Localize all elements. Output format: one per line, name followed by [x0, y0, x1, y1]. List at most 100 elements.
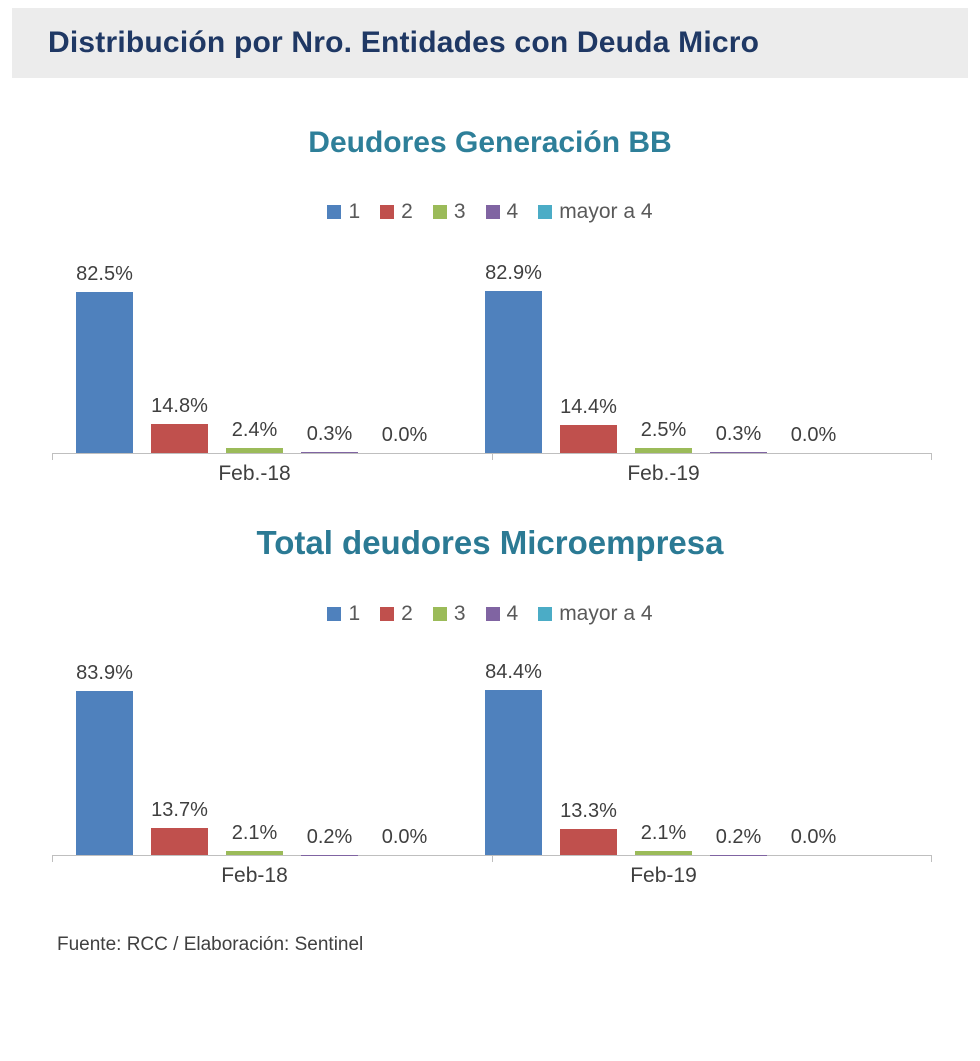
bar-slot: 0.0%: [785, 254, 842, 453]
bar: [301, 452, 358, 453]
axis-tick: [52, 453, 53, 460]
legend-label: 2: [401, 602, 413, 626]
bar-slot: 0.2%: [710, 656, 767, 855]
bar-slot: 14.4%: [560, 254, 617, 453]
plot: 83.9% 13.7% 2.1% 0.2% 0.0% 84.4% 13.3% 2.1% 0.2%…: [52, 656, 932, 888]
bar: [710, 452, 767, 453]
axis-tick: [492, 453, 493, 460]
bar: [635, 448, 692, 453]
axis-tick: [52, 855, 53, 862]
plot-area: 83.9% 13.7% 2.1% 0.2% 0.0% 84.4% 13.3% 2.1% 0.2%…: [52, 656, 932, 856]
legend-swatch-icon: [380, 607, 394, 621]
bar-slot: 14.8%: [151, 254, 208, 453]
bar-group: 82.5% 14.8% 2.4% 0.3% 0.0%: [76, 254, 433, 453]
legend-item: mayor a 4: [538, 602, 652, 626]
legend-item: 4: [486, 602, 519, 626]
legend-label: mayor a 4: [559, 602, 652, 626]
x-axis-label: Feb.-18: [76, 462, 433, 486]
bar-group: 82.9% 14.4% 2.5% 0.3% 0.0%: [485, 254, 842, 453]
bar-value-label: 0.2%: [307, 826, 353, 849]
bar-value-label: 14.4%: [560, 396, 617, 419]
chart-legend: 1 2 3 4 mayor a 4: [0, 602, 980, 626]
bar-value-label: 2.5%: [641, 419, 687, 442]
legend-item: 2: [380, 602, 413, 626]
chart-title: Deudores Generación BB: [0, 126, 980, 160]
bar-slot: 2.4%: [226, 254, 283, 453]
bar: [485, 690, 542, 855]
bar: [226, 448, 283, 453]
bar-group: 83.9% 13.7% 2.1% 0.2% 0.0%: [76, 656, 433, 855]
legend-label: mayor a 4: [559, 200, 652, 224]
bar-slot: 13.3%: [560, 656, 617, 855]
legend-item: 1: [327, 602, 360, 626]
bar-value-label: 0.0%: [791, 826, 837, 849]
bar-value-label: 0.0%: [382, 424, 428, 447]
bar-value-label: 82.5%: [76, 263, 133, 286]
bar-value-label: 2.1%: [232, 822, 278, 845]
bar-slot: 83.9%: [76, 656, 133, 855]
legend-swatch-icon: [486, 205, 500, 219]
bar-slot: 2.1%: [635, 656, 692, 855]
bar-value-label: 2.1%: [641, 822, 687, 845]
bar-group: 84.4% 13.3% 2.1% 0.2% 0.0%: [485, 656, 842, 855]
bar-value-label: 13.7%: [151, 799, 208, 822]
bar-value-label: 14.8%: [151, 395, 208, 418]
bar: [151, 424, 208, 453]
legend-swatch-icon: [538, 607, 552, 621]
legend-swatch-icon: [486, 607, 500, 621]
bar-value-label: 0.3%: [716, 423, 762, 446]
bar: [485, 291, 542, 453]
legend-label: 4: [507, 200, 519, 224]
legend-item: 1: [327, 200, 360, 224]
bar: [560, 829, 617, 855]
axis-tick: [931, 453, 932, 460]
x-axis-label: Feb-18: [76, 864, 433, 888]
legend-label: 4: [507, 602, 519, 626]
chart-total-deudores-microempresa: Total deudores Microempresa 1 2 3 4 mayor a …: [0, 524, 980, 888]
bar-slot: 2.1%: [226, 656, 283, 855]
chart-deudores-generacion-bb: Deudores Generación BB 1 2 3 4 mayor a 4 82.…: [0, 126, 980, 486]
bar: [635, 851, 692, 855]
bar: [151, 828, 208, 855]
legend-label: 3: [454, 602, 466, 626]
bar-slot: 82.9%: [485, 254, 542, 453]
legend-label: 3: [454, 200, 466, 224]
legend-swatch-icon: [433, 205, 447, 219]
legend-item: mayor a 4: [538, 200, 652, 224]
bar-slot: 0.3%: [301, 254, 358, 453]
legend-swatch-icon: [327, 607, 341, 621]
bar-slot: 84.4%: [485, 656, 542, 855]
bar-slot: 13.7%: [151, 656, 208, 855]
chart-title: Total deudores Microempresa: [0, 524, 980, 562]
plot: 82.5% 14.8% 2.4% 0.3% 0.0% 82.9% 14.4% 2.5% 0.3%…: [52, 254, 932, 486]
bar-value-label: 83.9%: [76, 662, 133, 685]
x-axis-label: Feb-19: [485, 864, 842, 888]
plot-area: 82.5% 14.8% 2.4% 0.3% 0.0% 82.9% 14.4% 2.5% 0.3%…: [52, 254, 932, 454]
bar-value-label: 0.0%: [382, 826, 428, 849]
legend-label: 1: [348, 200, 360, 224]
bar-value-label: 84.4%: [485, 661, 542, 684]
bar-slot: 0.0%: [376, 254, 433, 453]
axis-tick: [931, 855, 932, 862]
legend-swatch-icon: [380, 205, 394, 219]
bar-slot: 2.5%: [635, 254, 692, 453]
legend-swatch-icon: [538, 205, 552, 219]
chart-legend: 1 2 3 4 mayor a 4: [0, 200, 980, 224]
bar-slot: 0.3%: [710, 254, 767, 453]
bar-slot: 0.0%: [376, 656, 433, 855]
bar: [76, 691, 133, 855]
bar: [560, 425, 617, 453]
legend-label: 2: [401, 200, 413, 224]
page-header: Distribución por Nro. Entidades con Deud…: [12, 8, 968, 78]
bar-value-label: 2.4%: [232, 419, 278, 442]
legend-item: 2: [380, 200, 413, 224]
legend-item: 3: [433, 200, 466, 224]
bar-slot: 0.2%: [301, 656, 358, 855]
bar-value-label: 0.2%: [716, 826, 762, 849]
legend-item: 4: [486, 200, 519, 224]
bar-value-label: 13.3%: [560, 800, 617, 823]
legend-item: 3: [433, 602, 466, 626]
bar-value-label: 0.3%: [307, 423, 353, 446]
bar-value-label: 0.0%: [791, 424, 837, 447]
